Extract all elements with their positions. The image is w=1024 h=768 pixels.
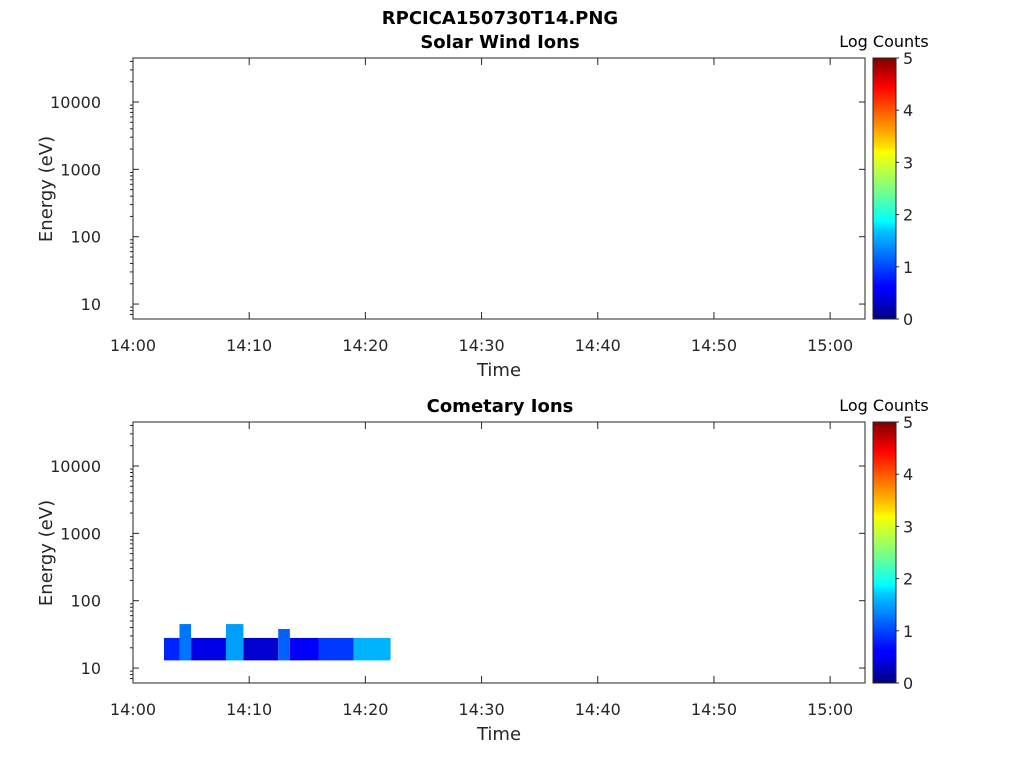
colorbar-tick-label: 1 bbox=[903, 622, 913, 641]
y-tick-label: 10000 bbox=[50, 457, 101, 476]
heatmap-cell bbox=[243, 637, 279, 661]
y-tick-label: 100 bbox=[70, 592, 101, 611]
colorbar: Log Counts 0 1 2 3 4 5 bbox=[839, 32, 929, 329]
y-tick-label: 10000 bbox=[50, 93, 101, 112]
plot-area bbox=[132, 57, 866, 320]
x-axis-label: Time bbox=[476, 724, 521, 745]
x-tick-label: 14:50 bbox=[691, 336, 737, 355]
heatmap-cell bbox=[289, 637, 319, 661]
heatmap-cell bbox=[318, 637, 354, 661]
heatmap-cell bbox=[278, 629, 290, 661]
colorbar-tick-label: 2 bbox=[903, 206, 913, 225]
x-tick-label: 15:00 bbox=[807, 700, 853, 719]
colorbar: Log Counts 0 1 2 3 4 5 bbox=[839, 396, 929, 693]
colorbar-tick-label: 2 bbox=[903, 570, 913, 589]
y-tick-label: 100 bbox=[70, 228, 101, 247]
heatmap-cell bbox=[191, 637, 226, 661]
colorbar-tick-label: 1 bbox=[903, 258, 913, 277]
colorbar-scale bbox=[872, 421, 897, 684]
x-tick-label: 14:20 bbox=[342, 336, 388, 355]
x-tick-label: 14:30 bbox=[459, 700, 505, 719]
y-tick-label: 10 bbox=[81, 659, 101, 678]
y-tick-label: 1000 bbox=[60, 524, 101, 543]
colorbar-tick-label: 5 bbox=[903, 413, 913, 432]
heatmap-cell bbox=[353, 637, 391, 661]
x-tick-label: 14:10 bbox=[226, 700, 272, 719]
colorbar-scale bbox=[872, 57, 897, 320]
heatmap-cell bbox=[163, 637, 180, 661]
x-tick-label: 14:30 bbox=[459, 336, 505, 355]
y-axis-label: Energy (eV) bbox=[36, 500, 57, 606]
y-axis-label: Energy (eV) bbox=[36, 136, 57, 242]
colorbar-tick-label: 3 bbox=[903, 153, 913, 172]
colorbar-tick-label: 4 bbox=[903, 101, 913, 120]
x-tick-label: 14:20 bbox=[342, 700, 388, 719]
panel-title: Cometary Ions bbox=[427, 396, 574, 417]
colorbar-ticks: 0 1 2 3 4 5 bbox=[896, 413, 913, 693]
colorbar-tick-label: 0 bbox=[903, 674, 913, 693]
heatmap-cells bbox=[163, 624, 391, 661]
x-tick-label: 15:00 bbox=[807, 336, 853, 355]
x-tick-label: 14:40 bbox=[575, 336, 621, 355]
heatmap-cell bbox=[225, 624, 244, 661]
heatmap-cell bbox=[179, 624, 192, 661]
panel-title: Solar Wind Ions bbox=[420, 32, 579, 53]
colorbar-ticks: 0 1 2 3 4 5 bbox=[896, 49, 913, 329]
colorbar-tick-label: 0 bbox=[903, 310, 913, 329]
x-tick-label: 14:00 bbox=[110, 700, 156, 719]
y-axis: 10 100 1000 10000 bbox=[50, 424, 865, 679]
colorbar-label: Log Counts bbox=[839, 32, 929, 51]
colorbar-tick-label: 5 bbox=[903, 49, 913, 68]
y-axis: 10 100 1000 10000 bbox=[50, 60, 865, 315]
y-tick-label: 10 bbox=[81, 295, 101, 314]
x-axis: 14:00 14:10 14:20 14:30 14:40 14:50 15:00 bbox=[110, 58, 853, 355]
x-tick-label: 14:10 bbox=[226, 336, 272, 355]
figure-title: RPCICA150730T14.PNG bbox=[382, 8, 618, 29]
x-tick-label: 14:00 bbox=[110, 336, 156, 355]
x-tick-label: 14:40 bbox=[575, 700, 621, 719]
colorbar-tick-label: 3 bbox=[903, 517, 913, 536]
y-tick-label: 1000 bbox=[60, 160, 101, 179]
x-tick-label: 14:50 bbox=[691, 700, 737, 719]
x-axis-label: Time bbox=[476, 360, 521, 381]
colorbar-tick-label: 4 bbox=[903, 465, 913, 484]
x-axis: 14:00 14:10 14:20 14:30 14:40 14:50 15:00 bbox=[110, 422, 853, 719]
colorbar-label: Log Counts bbox=[839, 396, 929, 415]
